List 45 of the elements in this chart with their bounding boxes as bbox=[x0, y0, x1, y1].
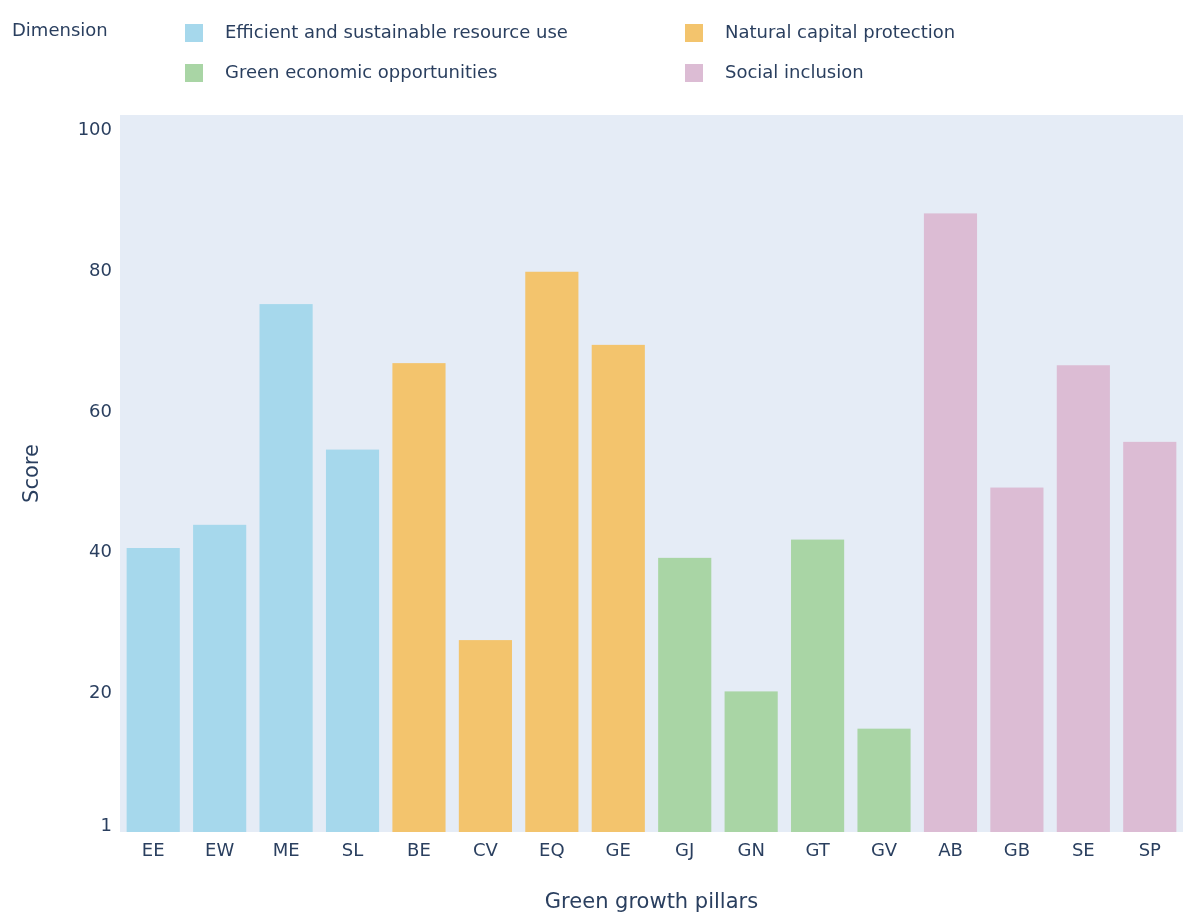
x-tick-label: GJ bbox=[675, 839, 695, 860]
legend-label: Social inclusion bbox=[725, 61, 864, 82]
bar bbox=[1123, 441, 1177, 832]
y-axis-title: Score bbox=[19, 444, 43, 503]
x-tick-label: ME bbox=[272, 839, 300, 860]
bar bbox=[525, 271, 579, 832]
bar bbox=[857, 728, 911, 832]
bar bbox=[259, 304, 313, 832]
x-axis-title: Green growth pillars bbox=[544, 889, 759, 913]
x-tick-label: EW bbox=[205, 839, 235, 860]
bar bbox=[990, 487, 1044, 832]
bar bbox=[325, 449, 380, 832]
x-tick-label: GB bbox=[1003, 839, 1031, 860]
x-tick-label: EQ bbox=[539, 839, 565, 860]
y-tick-label: 60 bbox=[89, 399, 112, 421]
bar bbox=[923, 213, 978, 832]
x-tick-label: SE bbox=[1071, 839, 1095, 860]
bar bbox=[126, 548, 180, 832]
bar bbox=[458, 640, 512, 832]
legend-label: Natural capital protection bbox=[725, 21, 956, 42]
bar bbox=[791, 539, 845, 832]
x-tick-label: GE bbox=[605, 839, 631, 860]
x-tick-label: SL bbox=[341, 839, 364, 860]
x-tick-label: GT bbox=[805, 839, 831, 860]
y-tick-label: 1 bbox=[100, 814, 112, 836]
legend-label: Efficient and sustainable resource use bbox=[225, 21, 568, 42]
y-tick-label: 40 bbox=[89, 540, 112, 562]
bar bbox=[1056, 365, 1110, 832]
y-tick-label: 80 bbox=[89, 258, 112, 280]
y-tick-label: 100 bbox=[77, 118, 112, 140]
bar bbox=[658, 557, 712, 832]
x-tick-label: SP bbox=[1138, 839, 1162, 860]
x-tick-label: CV bbox=[472, 839, 499, 860]
legend-title: Dimension bbox=[12, 19, 108, 40]
bar bbox=[392, 363, 446, 832]
x-tick-label: AB bbox=[938, 839, 963, 860]
bar bbox=[724, 691, 778, 832]
legend-label: Green economic opportunities bbox=[225, 61, 498, 82]
x-tick-label: BE bbox=[407, 839, 431, 860]
x-tick-label: EE bbox=[141, 839, 165, 860]
x-tick-label: GN bbox=[737, 839, 765, 860]
y-tick-label: 20 bbox=[89, 680, 112, 702]
bar bbox=[591, 344, 645, 832]
bar bbox=[193, 524, 247, 832]
x-tick-label: GV bbox=[870, 839, 898, 860]
